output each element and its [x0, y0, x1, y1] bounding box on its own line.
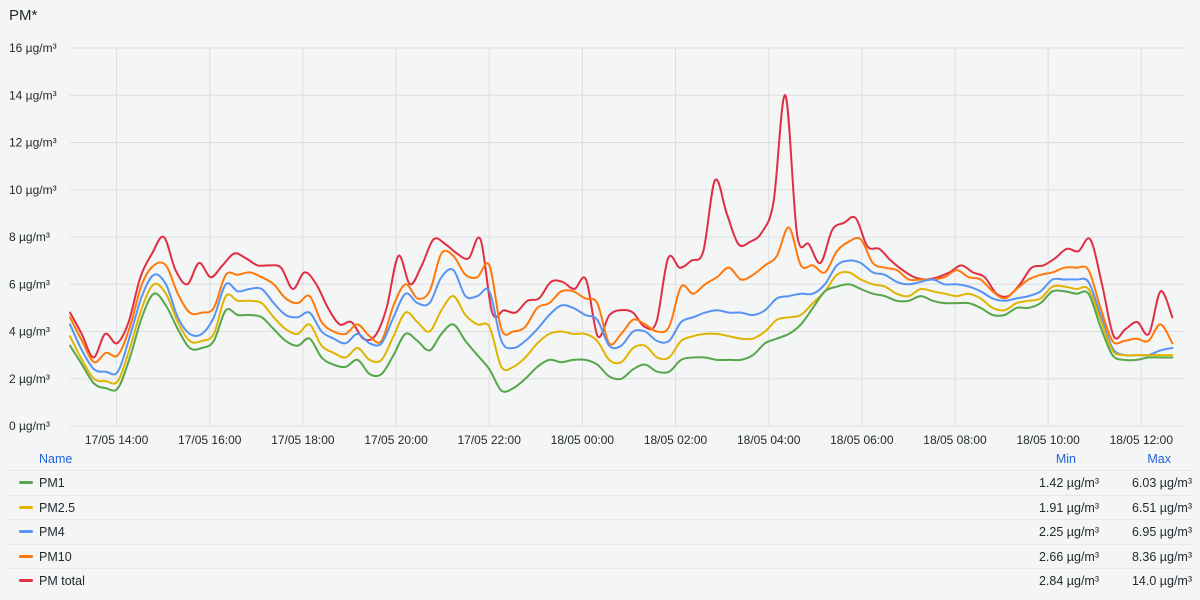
legend-row-pm-total[interactable]: PM total 2.84 µg/m³ 14.0 µg/m³ [8, 568, 1192, 593]
x-tick-label: 18/05 08:00 [923, 433, 987, 447]
series-line-pm-total [69, 94, 1174, 359]
y-tick-label: 6 µg/m³ [9, 277, 50, 291]
y-tick-label: 16 µg/m³ [9, 41, 57, 55]
legend-row-pm1[interactable]: PM1 1.42 µg/m³ 6.03 µg/m³ [8, 470, 1192, 495]
x-tick-label: 17/05 14:00 [85, 433, 149, 447]
legend-header-min[interactable]: Min [1055, 452, 1076, 466]
y-tick-label: 12 µg/m³ [9, 136, 57, 150]
legend-min-value: 1.91 µg/m³ [1038, 500, 1099, 515]
series-line-pm10 [69, 226, 1174, 364]
y-tick-label: 2 µg/m³ [9, 372, 50, 386]
series-color-swatch [19, 530, 33, 533]
x-tick-label: 18/05 04:00 [737, 433, 801, 447]
y-tick-label: 14 µg/m³ [9, 88, 57, 102]
series-color-swatch [19, 579, 33, 582]
y-tick-label: 10 µg/m³ [9, 183, 57, 197]
series-color-swatch [19, 481, 33, 484]
y-tick-label: 8 µg/m³ [9, 230, 50, 244]
x-tick-label: 17/05 16:00 [178, 433, 242, 447]
legend-header: Name Min Max [8, 448, 1192, 470]
legend-max-value: 6.95 µg/m³ [1131, 525, 1192, 539]
legend-min-value: 1.42 µg/m³ [1038, 476, 1099, 490]
legend-series-name[interactable]: PM10 [39, 549, 72, 564]
y-tick-label: 0 µg/m³ [9, 419, 50, 433]
series-color-swatch [19, 505, 33, 509]
legend-series-name[interactable]: PM2.5 [39, 500, 76, 515]
x-tick-label: 18/05 12:00 [1110, 433, 1174, 447]
legend-max-value: 14.0 µg/m³ [1131, 574, 1192, 588]
legend-row-pm2-5[interactable]: PM2.5 1.91 µg/m³ 6.51 µg/m³ [8, 494, 1192, 520]
x-tick-label: 18/05 00:00 [551, 433, 615, 447]
legend-min-value: 2.66 µg/m³ [1038, 549, 1099, 564]
series-color-swatch [19, 554, 33, 558]
x-tick-label: 17/05 20:00 [364, 433, 428, 447]
series-line-pm2-5 [69, 270, 1174, 385]
legend-min-value: 2.84 µg/m³ [1038, 574, 1099, 588]
legend-header-name[interactable]: Name [39, 452, 73, 466]
x-tick-label: 18/05 06:00 [830, 433, 894, 447]
legend-series-name[interactable]: PM4 [39, 525, 65, 539]
legend-series-name[interactable]: PM1 [39, 476, 65, 490]
legend-max-value: 8.36 µg/m³ [1131, 549, 1192, 564]
x-tick-label: 17/05 22:00 [458, 433, 522, 447]
x-tick-label: 18/05 02:00 [644, 433, 708, 447]
legend-min-value: 2.25 µg/m³ [1038, 525, 1099, 539]
legend-row-pm10[interactable]: PM10 2.66 µg/m³ 8.36 µg/m³ [8, 543, 1192, 569]
x-tick-label: 18/05 10:00 [1016, 433, 1080, 447]
x-tick-label: 17/05 18:00 [271, 433, 335, 447]
series-line-pm1 [69, 283, 1174, 393]
series-line-pm4 [69, 259, 1174, 376]
legend-max-value: 6.51 µg/m³ [1131, 500, 1192, 515]
y-tick-label: 4 µg/m³ [9, 325, 50, 339]
pm-line-chart: 0 µg/m³ 2 µg/m³ 4 µg/m³ 6 µg/m³ 8 µg/m³ 10 µg… [9, 41, 1184, 447]
legend-row-pm4[interactable]: PM4 2.25 µg/m³ 6.95 µg/m³ [8, 519, 1192, 544]
legend-max-value: 6.03 µg/m³ [1131, 476, 1192, 490]
legend-table: Name Min Max PM1 1.42 µg/m³ 6.03 µg/m³ P… [8, 448, 1192, 593]
legend-series-name[interactable]: PM total [39, 574, 85, 588]
panel-title: PM* [9, 7, 38, 24]
legend-header-max[interactable]: Max [1147, 452, 1171, 466]
